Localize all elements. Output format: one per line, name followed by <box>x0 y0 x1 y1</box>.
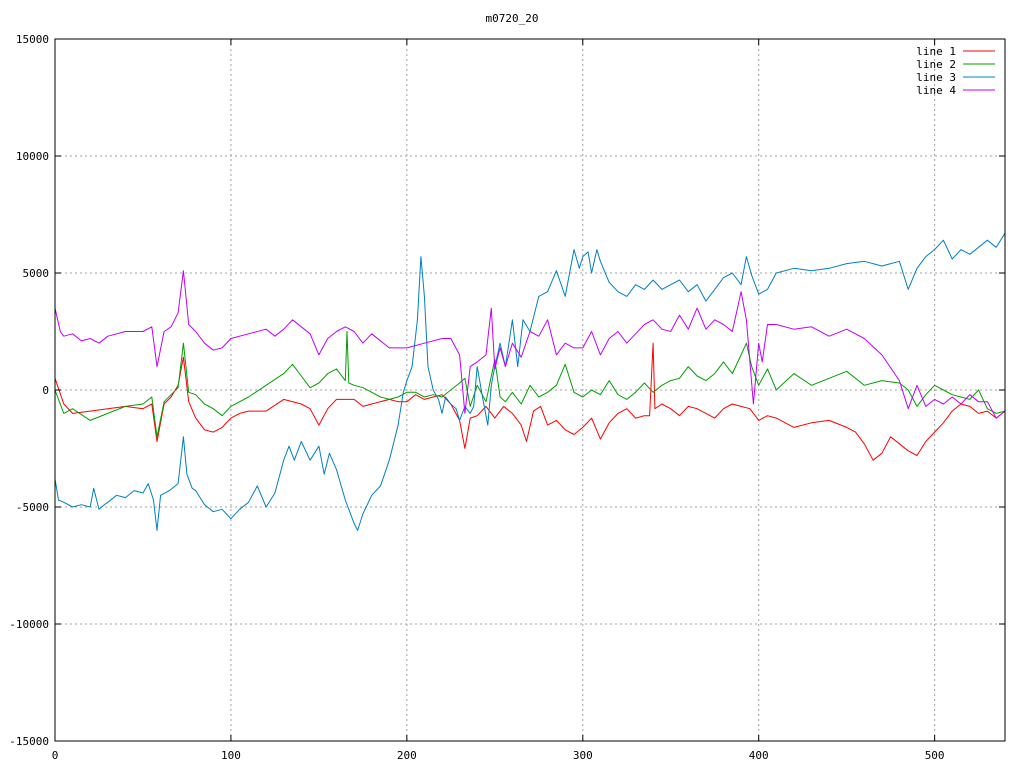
x-tick-label: 300 <box>573 749 593 762</box>
series-line-1 <box>54 342 1006 461</box>
y-tick-label: 10000 <box>16 150 49 163</box>
series-line-4 <box>54 270 1006 419</box>
grid-lines <box>55 39 1005 741</box>
legend-label: line 4 <box>916 84 956 97</box>
x-tick-label: 0 <box>52 749 59 762</box>
chart-title: m0720_20 <box>486 12 539 25</box>
x-tick-label: 200 <box>397 749 417 762</box>
y-tick-label: -15000 <box>9 735 49 748</box>
legend-label: line 1 <box>916 45 956 58</box>
x-tick-label: 400 <box>749 749 769 762</box>
series-lines <box>54 232 1006 531</box>
y-tick-label: 5000 <box>23 267 50 280</box>
series-line-3 <box>54 232 1006 531</box>
y-tick-label: -10000 <box>9 618 49 631</box>
legend-label: line 3 <box>916 71 956 84</box>
axis-ticks: 0 100 200 300 400 500 -15000 -10000 -5000 0 5000 10… <box>9 33 1005 762</box>
x-tick-label: 100 <box>221 749 241 762</box>
y-tick-label: 15000 <box>16 33 49 46</box>
y-tick-label: 0 <box>42 384 49 397</box>
x-tick-label: 500 <box>925 749 945 762</box>
series-line-2 <box>54 331 1006 438</box>
legend-label: line 2 <box>916 58 956 71</box>
y-tick-label: -5000 <box>16 501 49 514</box>
